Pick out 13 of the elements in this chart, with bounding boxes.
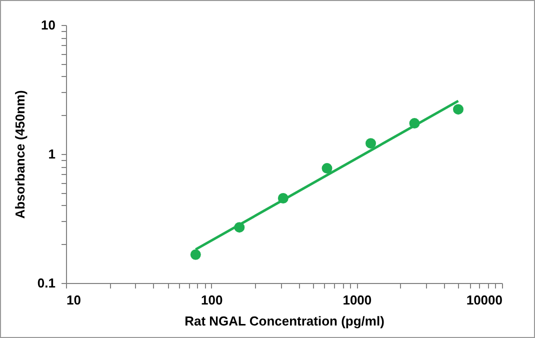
- x-tick-label: 10000: [466, 292, 502, 308]
- y-tick-label: 10: [41, 18, 56, 32]
- point: [322, 163, 332, 174]
- x-tick-label: 1000: [342, 292, 372, 308]
- point: [453, 104, 464, 115]
- point: [366, 138, 376, 149]
- x-tick-label: 10: [66, 292, 81, 308]
- y-tick-label: 0.1: [37, 276, 56, 290]
- point: [190, 249, 201, 260]
- x-tick-label: 100: [200, 292, 223, 308]
- y-tick-label: 1: [48, 146, 56, 162]
- x-axis-title: Rat NGAL Concentration (pg/ml): [184, 314, 384, 328]
- y-axis-title: Absorbance (450nm): [12, 90, 28, 219]
